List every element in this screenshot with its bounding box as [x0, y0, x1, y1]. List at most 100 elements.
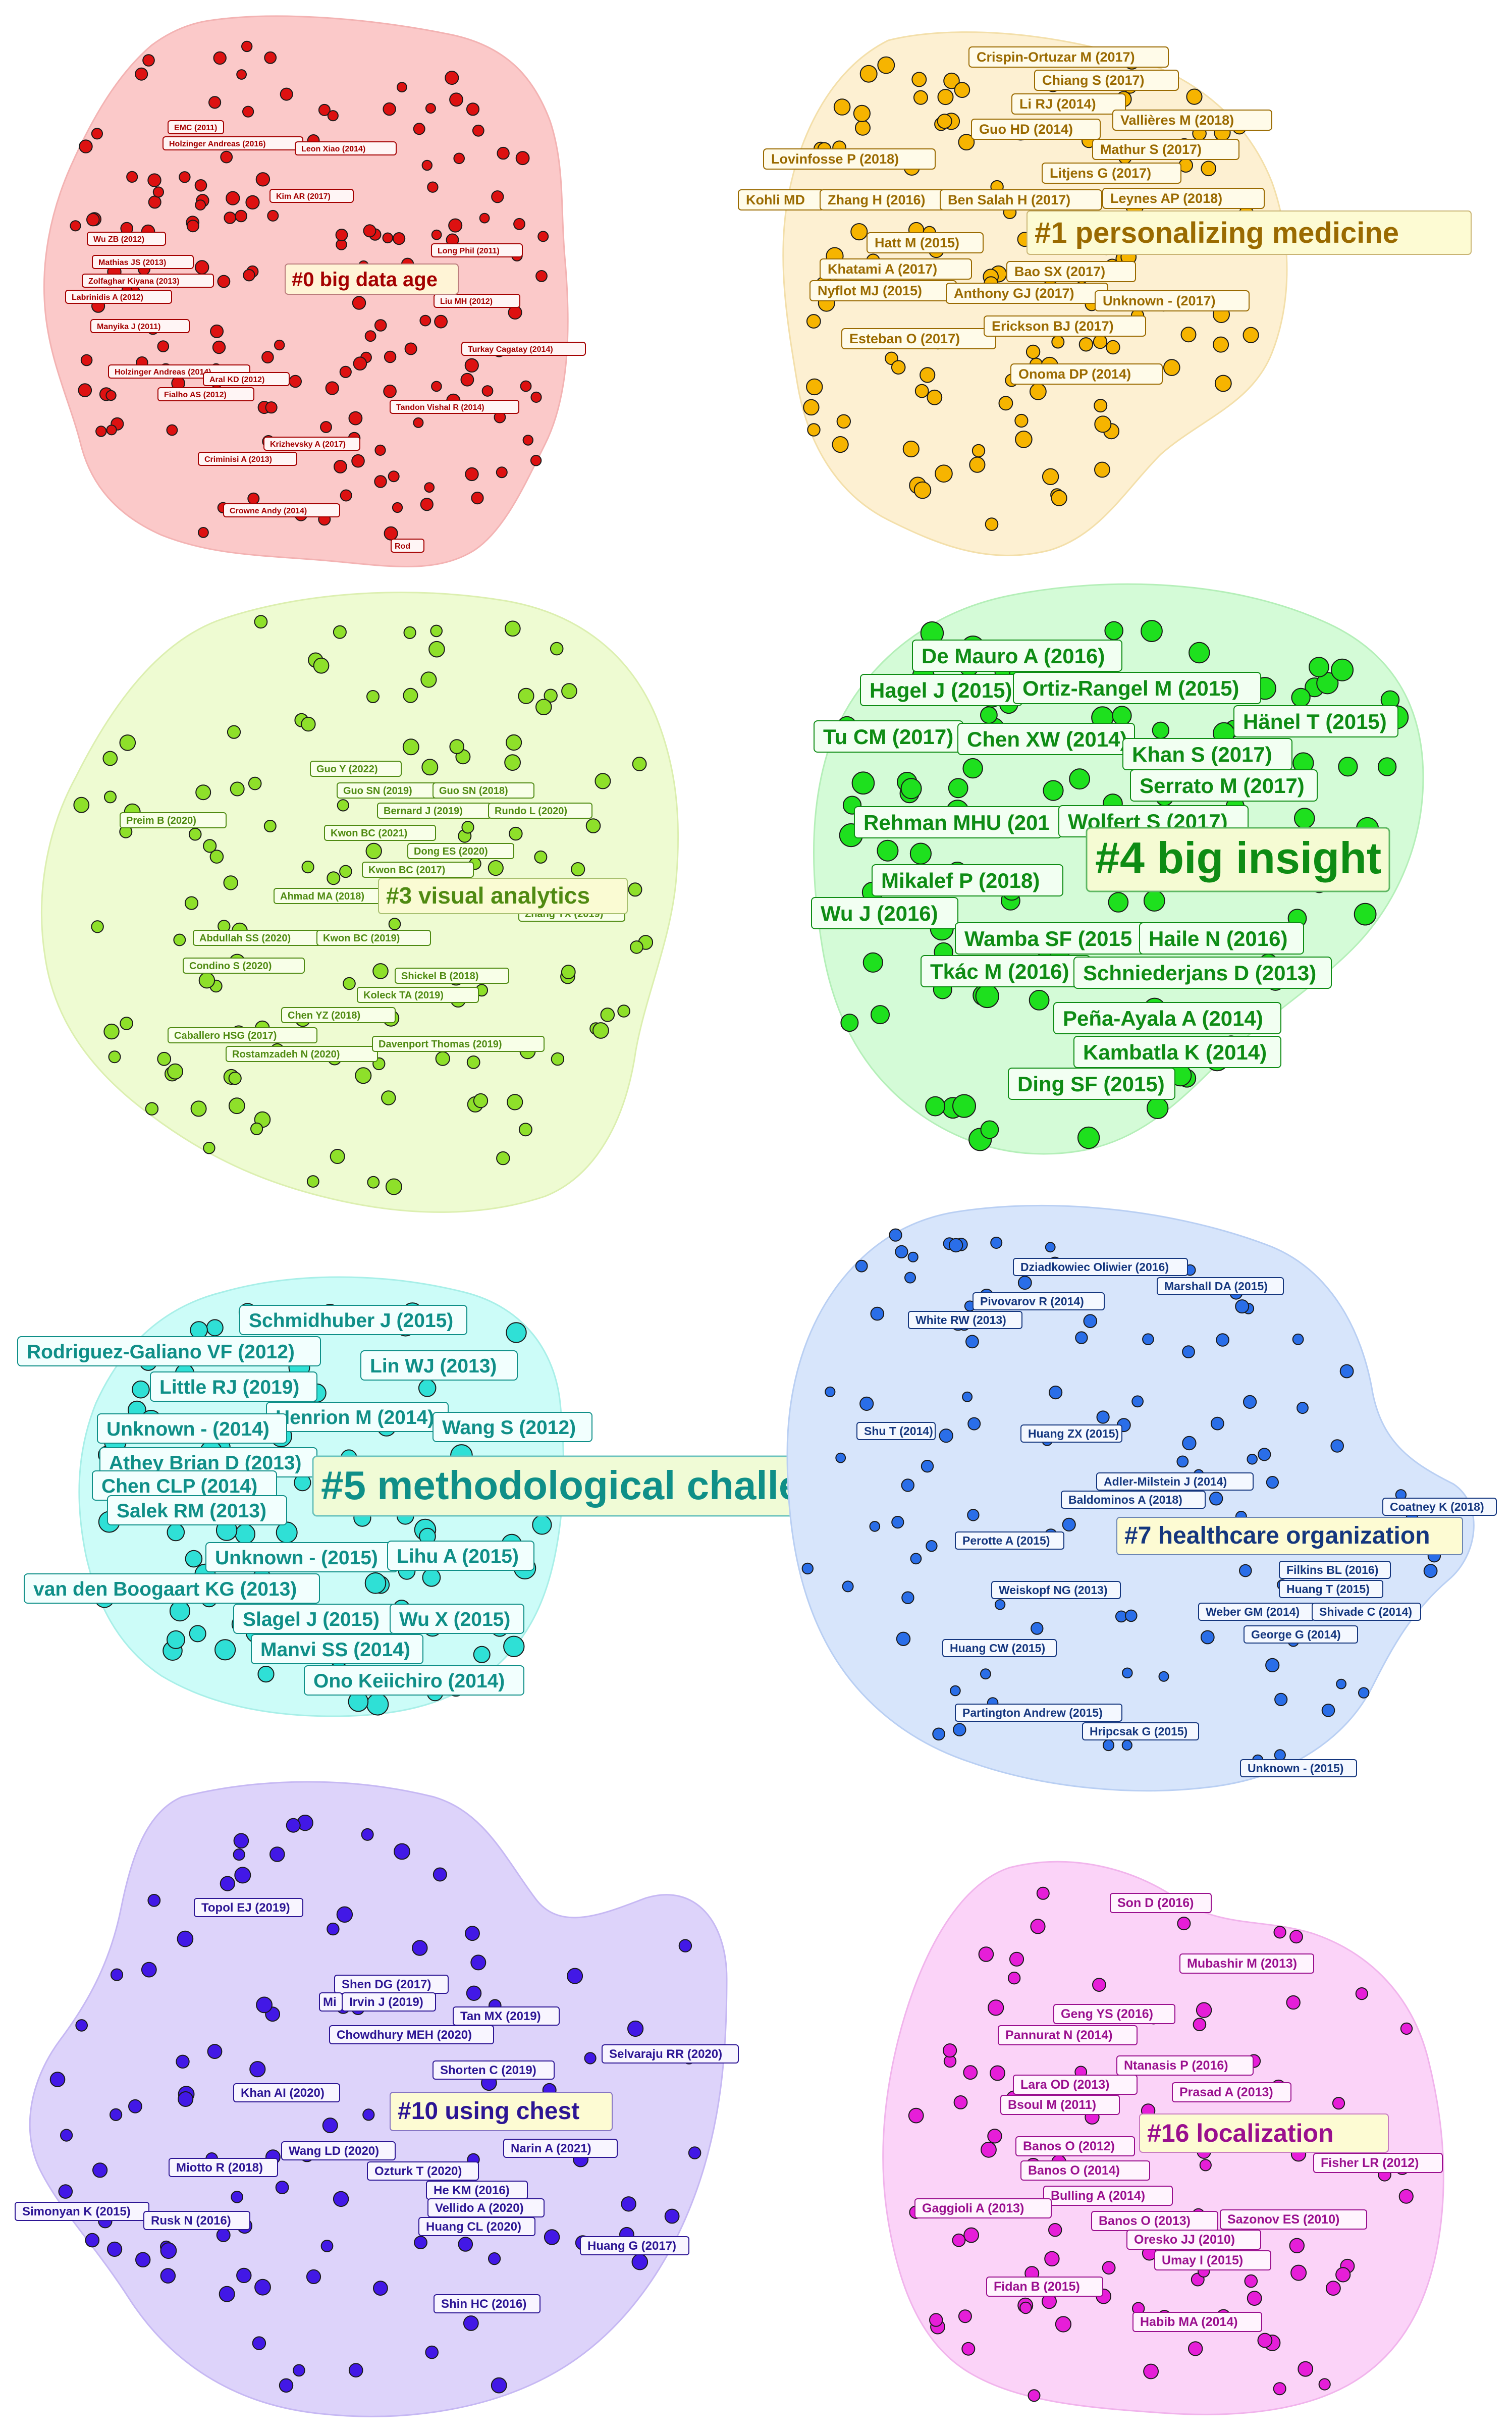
citation-node	[1014, 413, 1029, 428]
citation-node	[473, 1646, 491, 1663]
citation-node	[1243, 327, 1259, 343]
citation-node	[902, 440, 920, 458]
citation-node	[394, 1843, 410, 1860]
author-label: Ntanasis P (2016)	[1124, 2058, 1228, 2073]
citation-node	[327, 871, 341, 885]
author-label-box: Partington Andrew (2015)	[955, 1704, 1122, 1722]
citation-node	[1326, 2281, 1341, 2296]
author-label-box: Ortiz-Rangel M (2015)	[1013, 672, 1261, 704]
author-label-box: Rostamzadeh N (2020)	[226, 1046, 378, 1062]
citation-node	[203, 839, 217, 853]
citation-node	[850, 223, 868, 241]
cluster-label-text: #0 big data age	[292, 269, 438, 291]
citation-node	[383, 384, 397, 398]
author-label: Kohli MD	[746, 192, 805, 207]
citation-node	[198, 972, 215, 989]
node-group	[49, 1815, 701, 2394]
author-label: Serrato M (2017)	[1140, 774, 1305, 798]
author-label: Guo HD (2014)	[979, 122, 1073, 137]
author-label: Caballero HSG (2017)	[174, 1030, 277, 1041]
author-label: Rod	[395, 542, 410, 551]
author-label: Chowdhury MEH (2020)	[337, 2028, 472, 2042]
citation-node	[990, 2065, 1005, 2081]
citation-node	[461, 821, 474, 834]
citation-node	[503, 1635, 525, 1658]
author-label-box: Tkác M (2016)	[921, 955, 1091, 987]
author-label: Schniederjans D (2013)	[1083, 961, 1316, 985]
citation-node	[851, 771, 875, 795]
citation-node	[953, 2095, 968, 2109]
citation-node	[833, 98, 851, 116]
author-label-box: Shivade C (2014)	[1312, 1603, 1421, 1621]
citation-node	[488, 860, 504, 876]
author-label-box: Geng YS (2016)	[1053, 2004, 1175, 2024]
citation-node	[1078, 337, 1094, 352]
author-label-box: Wang S (2012)	[433, 1412, 592, 1442]
citation-node	[1321, 1704, 1335, 1717]
citation-node	[921, 1460, 934, 1473]
citation-node	[327, 110, 339, 122]
citation-node	[1083, 1314, 1098, 1328]
citation-node	[1423, 1564, 1438, 1578]
author-label: Rehman MHU (201	[863, 811, 1050, 834]
cluster-big-data-age: EMC (2011) Holzinger Andreas (2016) Leon…	[43, 15, 586, 567]
author-label-box: Rod	[391, 539, 424, 553]
citation-node	[1186, 88, 1203, 105]
author-label: Guo SN (2018)	[439, 785, 508, 797]
author-label-box: Unknown - (2015)	[205, 1542, 398, 1572]
author-label: Mi	[323, 1995, 337, 2009]
citation-node	[980, 1120, 999, 1139]
citation-node	[1147, 1097, 1169, 1120]
citation-node	[914, 384, 929, 398]
citation-node	[948, 778, 968, 799]
author-label: Zhang H (2016)	[828, 192, 926, 207]
author-label: Holzinger Andreas (2014)	[115, 368, 211, 377]
citation-node	[343, 977, 356, 990]
citation-node	[937, 114, 952, 129]
citation-node	[449, 739, 465, 754]
author-label: Banos O (2013)	[1099, 2214, 1191, 2228]
citation-node	[160, 2242, 177, 2259]
citation-node	[835, 1452, 846, 1463]
author-label-box: Narin A (2021)	[503, 2139, 618, 2158]
citation-node	[952, 1094, 976, 1118]
author-label-box: Khatami A (2017)	[820, 258, 972, 280]
citation-node	[234, 1867, 251, 1884]
citation-node	[362, 2108, 375, 2121]
citation-node	[896, 1631, 911, 1647]
citation-node	[1189, 642, 1210, 664]
author-label: Kambatla K (2014)	[1083, 1040, 1267, 1064]
citation-node	[1045, 1242, 1056, 1253]
citation-node	[363, 224, 376, 238]
citation-node	[967, 1509, 980, 1521]
citation-node	[388, 918, 401, 930]
citation-node	[466, 102, 480, 116]
citation-node	[458, 2237, 473, 2252]
citation-node	[220, 150, 233, 164]
author-label-box: Huang G (2017)	[580, 2236, 689, 2255]
author-label-box: Selvaraju RR (2020)	[602, 2044, 739, 2064]
author-label-box: Salek RM (2013)	[107, 1495, 287, 1525]
citation-node	[58, 2184, 73, 2199]
citation-node	[263, 820, 277, 832]
author-label: Shickel B (2018)	[401, 971, 478, 982]
citation-node	[1354, 903, 1377, 926]
author-label: De Mauro A (2016)	[922, 644, 1105, 668]
author-label: Irvin J (2019)	[349, 1995, 423, 2009]
author-label-box: Weiskopf NG (2013)	[991, 1581, 1121, 1599]
author-label: Ben Salah H (2017)	[948, 192, 1070, 207]
citation-node	[952, 2233, 966, 2247]
citation-node	[891, 1516, 904, 1529]
citation-node	[1257, 2333, 1273, 2348]
citation-node	[404, 342, 417, 355]
author-label-box: Kohli MD	[738, 189, 825, 210]
citation-node	[491, 2377, 507, 2394]
author-label: Turkay Cagatay (2014)	[468, 345, 553, 354]
citation-node	[978, 1946, 994, 1962]
citation-node	[431, 229, 442, 240]
citation-node	[252, 2336, 266, 2350]
citation-node	[120, 1017, 133, 1030]
author-label: Bsoul M (2011)	[1008, 2098, 1096, 2112]
author-label-group: Dziadkowiec Oliwier (2016) Pivovarov R (…	[856, 1258, 1497, 1777]
author-label-box: Fisher LR (2012)	[1313, 2153, 1443, 2173]
